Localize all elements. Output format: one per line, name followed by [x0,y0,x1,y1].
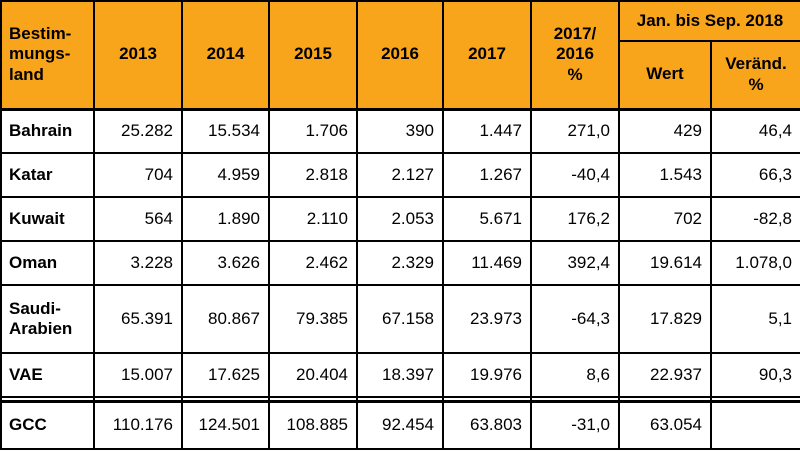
cell-value: 15.534 [181,108,270,154]
cell-value: 1.267 [442,152,532,198]
cell-value: 20.404 [268,352,358,398]
cell-value: 2.110 [268,196,358,242]
cell-value: 2.462 [268,240,358,286]
header-destination-country: Bestim- mungs- land [0,0,95,111]
cell-value: 4.959 [181,152,270,198]
cell-value: 564 [93,196,183,242]
cell-value: 429 [618,108,712,154]
cell-value: 80.867 [181,284,270,354]
cell-value: 15.007 [93,352,183,398]
cell-value: 63.803 [442,399,532,450]
country-label: Katar [0,152,95,198]
cell-value: -82,8 [710,196,800,242]
cell-value: 18.397 [356,352,444,398]
cell-value: 23.973 [442,284,532,354]
cell-value: 5,1 [710,284,800,354]
cell-value: 271,0 [530,108,620,154]
cell-value: 1.447 [442,108,532,154]
cell-value: -64,3 [530,284,620,354]
cell-value: 2.818 [268,152,358,198]
cell-value: 63.054 [618,399,712,450]
cell-value: 65.391 [93,284,183,354]
country-label: VAE [0,352,95,398]
cell-value: 1.078,0 [710,240,800,286]
header-veraenderung: Veränd. % [710,40,800,111]
cell-value: 2.127 [356,152,444,198]
header-wert: Wert [618,40,712,111]
cell-value: 3.626 [181,240,270,286]
cell-value: -31,0 [530,399,620,450]
header-ratio-2017-2016: 2017/ 2016 % [530,0,620,111]
cell-value: 79.385 [268,284,358,354]
row-saudi-arabien: Saudi- Arabien 65.391 80.867 79.385 67.1… [0,284,800,354]
cell-value: 90,3 [710,352,800,398]
row-gcc-total: GCC 110.176 124.501 108.885 92.454 63.80… [0,399,800,450]
cell-value: 67.158 [356,284,444,354]
header-year-2014: 2014 [181,0,270,111]
cell-value: 19.976 [442,352,532,398]
cell-value: 1.890 [181,196,270,242]
row-bahrain: Bahrain 25.282 15.534 1.706 390 1.447 27… [0,108,800,154]
cell-value: 124.501 [181,399,270,450]
cell-value: 17.829 [618,284,712,354]
country-label: Oman [0,240,95,286]
country-label: Saudi- Arabien [0,284,95,354]
cell-value: -40,4 [530,152,620,198]
cell-value: 702 [618,196,712,242]
header-year-2013: 2013 [93,0,183,111]
cell-value: 66,3 [710,152,800,198]
country-label: Bahrain [0,108,95,154]
cell-value: 3.228 [93,240,183,286]
cell-value: 176,2 [530,196,620,242]
total-separator [0,396,800,403]
cell-value: 92.454 [356,399,444,450]
cell-value: 390 [356,108,444,154]
header-year-2015: 2015 [268,0,358,111]
cell-value: 19.614 [618,240,712,286]
cell-value: 22.937 [618,352,712,398]
cell-value: 25.282 [93,108,183,154]
cell-value: 2.053 [356,196,444,242]
country-label: Kuwait [0,196,95,242]
cell-value: 8,6 [530,352,620,398]
cell-value: 46,4 [710,108,800,154]
row-oman: Oman 3.228 3.626 2.462 2.329 11.469 392,… [0,240,800,286]
header-year-2016: 2016 [356,0,444,111]
cell-value: 110.176 [93,399,183,450]
cell-value: 5.671 [442,196,532,242]
cell-value: 1.543 [618,152,712,198]
header-year-2017: 2017 [442,0,532,111]
row-vae: VAE 15.007 17.625 20.404 18.397 19.976 8… [0,352,800,398]
cell-value: 17.625 [181,352,270,398]
row-kuwait: Kuwait 564 1.890 2.110 2.053 5.671 176,2… [0,196,800,242]
cell-value: 1.706 [268,108,358,154]
country-label: GCC [0,399,95,450]
cell-value: 11.469 [442,240,532,286]
cell-value [710,399,800,450]
cell-value: 704 [93,152,183,198]
header-row-top: Bestim- mungs- land 2013 2014 2015 2016 … [0,0,800,111]
row-katar: Katar 704 4.959 2.818 2.127 1.267 -40,4 … [0,152,800,198]
header-jan-sep-2018: Jan. bis Sep. 2018 [618,0,800,42]
cell-value: 108.885 [268,399,358,450]
cell-value: 392,4 [530,240,620,286]
cell-value: 2.329 [356,240,444,286]
